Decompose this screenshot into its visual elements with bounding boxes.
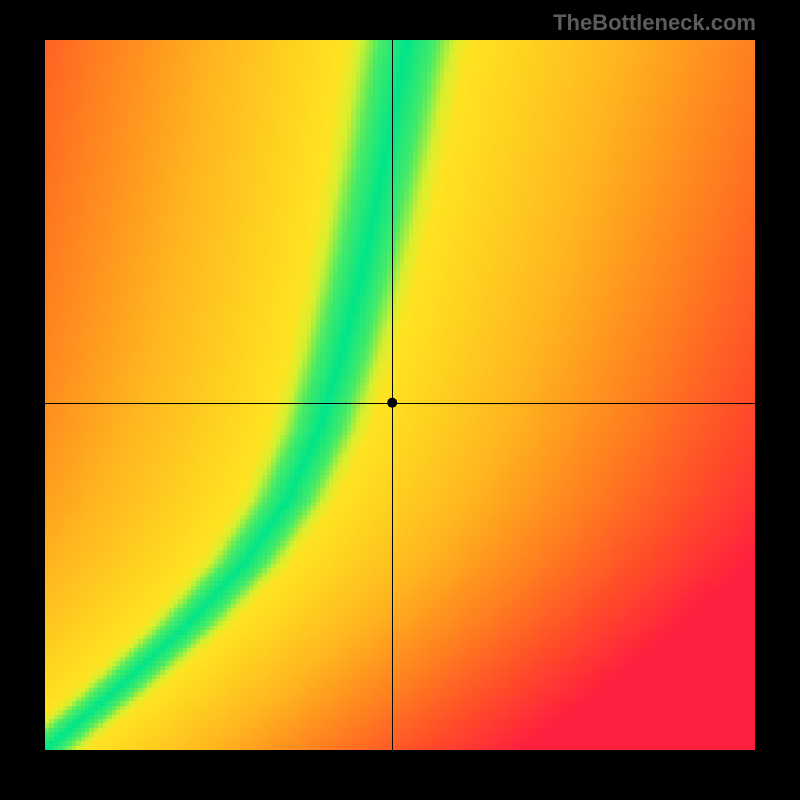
bottleneck-heatmap — [0, 0, 800, 800]
watermark-text: TheBottleneck.com — [553, 10, 756, 36]
chart-container: TheBottleneck.com — [0, 0, 800, 800]
